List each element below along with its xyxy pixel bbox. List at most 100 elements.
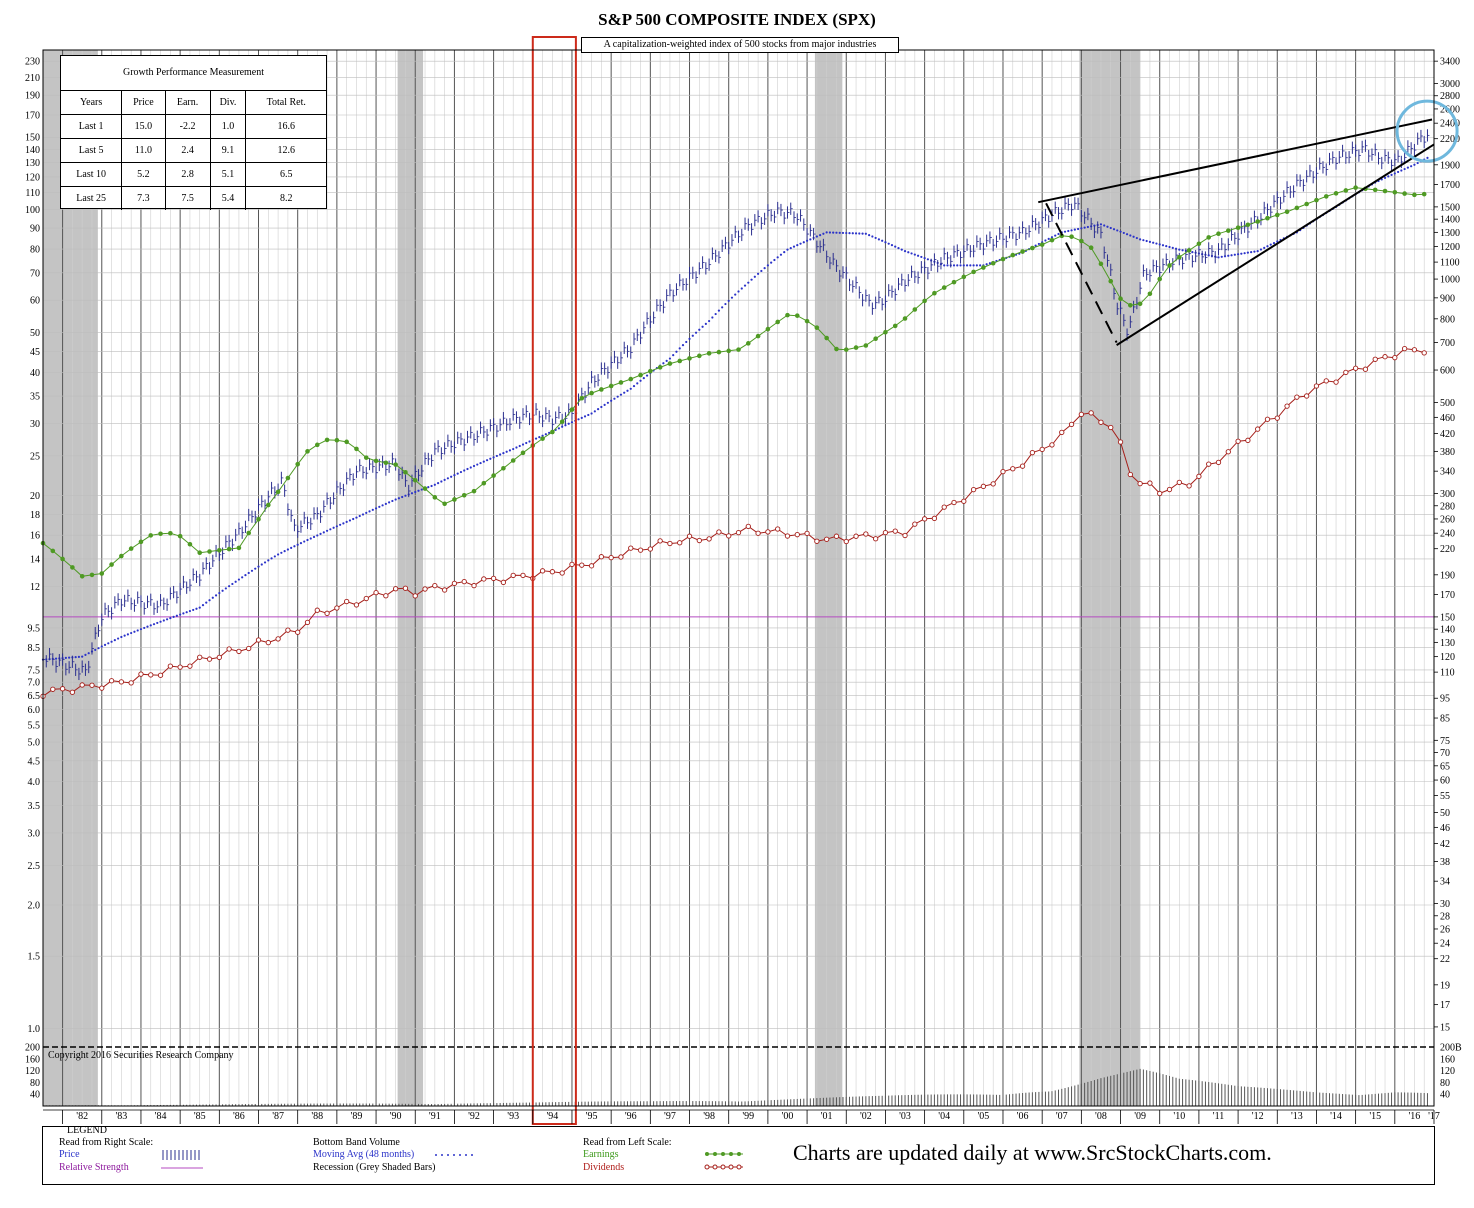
header-cell: Years	[61, 90, 122, 115]
moving-avg-dot	[1400, 169, 1403, 172]
moving-avg-dot	[489, 457, 492, 460]
moving-avg-dot	[1099, 223, 1103, 226]
moving-avg-dot	[201, 604, 205, 607]
dividends-point	[236, 648, 242, 655]
dividends-point	[1333, 379, 1339, 385]
moving-avg-dot	[476, 463, 479, 466]
dividends-point	[89, 682, 95, 688]
x-axis-tick-label: '01	[821, 1111, 833, 1122]
right-axis-tick-label: 60	[1440, 776, 1450, 787]
moving-avg-dot	[590, 412, 593, 415]
moving-avg-dot	[799, 242, 802, 245]
left-axis-tick-label: 110	[25, 188, 40, 199]
moving-avg-dot	[828, 231, 832, 234]
right-axis-tick-label: 1200	[1440, 242, 1460, 253]
moving-avg-dot	[1161, 244, 1165, 247]
moving-avg-dot	[1155, 242, 1158, 245]
legend-earnings-label: Earnings	[583, 1149, 619, 1160]
dividends-point	[138, 671, 144, 677]
dividends-point	[1186, 483, 1192, 489]
x-axis-tick-label: '11	[1213, 1111, 1224, 1122]
moving-avg-dot	[691, 334, 694, 337]
moving-avg-dot	[593, 410, 596, 413]
legend-earnings-swatch	[705, 1152, 743, 1156]
moving-avg-dot	[1181, 249, 1184, 252]
moving-avg-dot	[714, 312, 717, 316]
left-axis-tick-label: 6.0	[28, 705, 41, 716]
moving-avg-dot	[1142, 239, 1145, 242]
left-axis-tick-label: 1.0	[28, 1024, 41, 1035]
moving-avg-dot	[544, 433, 547, 436]
moving-avg-dot	[64, 656, 67, 659]
moving-avg-dot	[645, 374, 649, 377]
left-axis-tick-label: 25	[30, 451, 40, 462]
moving-avg-dot	[962, 264, 965, 267]
moving-avg-dot	[580, 416, 583, 419]
dividends-point	[1401, 345, 1408, 352]
dividends-point	[1382, 354, 1388, 360]
left-axis-tick-label: 60	[30, 296, 40, 307]
dividends-point	[1323, 378, 1329, 384]
x-axis-tick-label: '85	[194, 1111, 206, 1122]
right-axis-tick-label: 3400	[1440, 57, 1460, 68]
moving-avg-dot	[293, 545, 296, 548]
moving-avg-dot	[68, 656, 71, 659]
dividends-point	[500, 579, 507, 585]
moving-avg-dot	[783, 251, 786, 254]
right-axis-tick-label: 1900	[1440, 160, 1460, 171]
legend-moving-avg-swatch	[435, 1154, 475, 1156]
left-axis-tick-label: 45	[30, 347, 40, 358]
earnings-line	[42, 187, 1425, 577]
dividends-point	[383, 593, 389, 599]
moving-avg-dot	[1240, 252, 1243, 255]
table-cell: 16.6	[245, 114, 326, 139]
left-axis-tick-label: 5.0	[28, 738, 41, 749]
header-cell: Price	[121, 90, 166, 115]
moving-avg-dot	[1220, 255, 1223, 258]
dividends-point	[314, 607, 320, 613]
x-axis-tick-label: '14	[1330, 1111, 1342, 1122]
moving-avg-dot	[1122, 231, 1125, 235]
moving-avg-dot	[877, 238, 881, 241]
x-axis-tick-label: '05	[977, 1111, 989, 1122]
right-axis-tick-label: 240	[1440, 529, 1455, 540]
moving-avg-dot	[296, 543, 299, 546]
x-axis-tick-label: '02	[860, 1111, 872, 1122]
left-axis-tick-label: 3.5	[28, 801, 41, 812]
dividends-point	[1421, 350, 1427, 356]
dividends-point	[882, 530, 889, 536]
dividends-point	[1392, 355, 1398, 361]
x-axis-tick-label: '04	[938, 1111, 950, 1122]
moving-avg-dot	[750, 278, 753, 281]
dividends-point	[1019, 463, 1026, 469]
moving-avg-dot	[397, 497, 401, 500]
moving-avg-dot	[469, 466, 472, 469]
moving-avg-dot	[1135, 236, 1138, 240]
moving-avg-dot	[1393, 172, 1396, 175]
moving-avg-dot	[152, 623, 156, 626]
moving-avg-dot	[502, 452, 505, 455]
volume-left-tick: 160	[25, 1054, 40, 1065]
left-axis-tick-label: 210	[25, 73, 40, 84]
dividends-point	[108, 678, 115, 684]
moving-avg-dot	[436, 482, 440, 485]
moving-avg-dot	[214, 594, 218, 597]
moving-avg-dot	[1390, 173, 1393, 177]
legend-rs-swatch	[161, 1167, 203, 1169]
moving-avg-dot	[322, 531, 325, 534]
dividends-point	[1068, 421, 1075, 428]
dividends-point	[1196, 473, 1202, 479]
recession-bar	[814, 50, 843, 1106]
dividends-point	[1000, 469, 1006, 475]
right-axis-tick-label: 85	[1440, 714, 1450, 725]
moving-avg-dot	[815, 235, 818, 238]
left-axis-tick-label: 2.0	[28, 901, 41, 912]
moving-avg-dot	[629, 387, 632, 390]
moving-avg-dot	[446, 477, 449, 480]
table-row: Last 1 15.0 -2.2 1.0 16.6	[61, 114, 326, 139]
moving-avg-dot	[130, 631, 133, 635]
legend-dividends-label: Dividends	[583, 1162, 625, 1173]
moving-avg-dot	[858, 232, 861, 235]
table-header-row: Years Price Earn. Div. Total Ret.	[61, 90, 326, 115]
left-axis-tick-label: 6.5	[28, 691, 41, 702]
